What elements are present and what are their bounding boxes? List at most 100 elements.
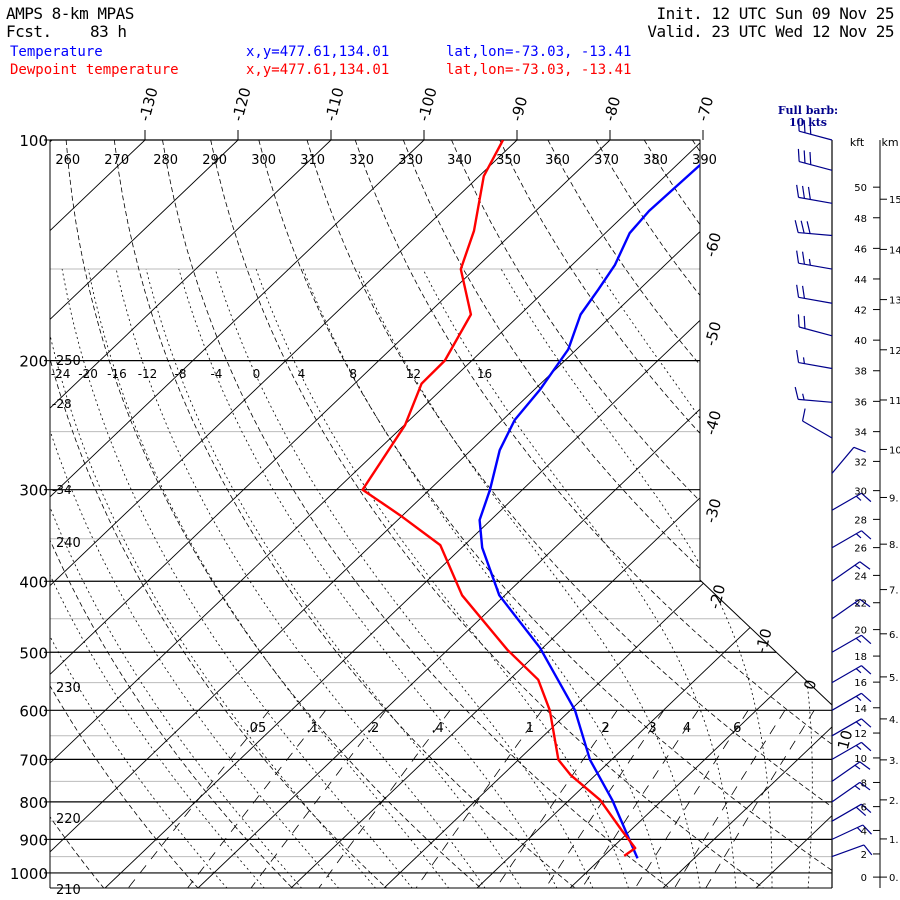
moist-adiabat-label: -16 — [107, 367, 127, 381]
dry-adiabat-label: 350 — [496, 153, 521, 168]
dry-adiabat-label: 380 — [643, 153, 668, 168]
barb-flag — [800, 220, 805, 234]
moist-adiabat-label: -24 — [51, 367, 71, 381]
kft-label: 32 — [854, 457, 867, 468]
isotherm — [50, 140, 704, 888]
wind-barb — [831, 530, 872, 549]
barb-flag — [796, 250, 800, 264]
isotherm-top-label: -70 — [693, 95, 717, 123]
wind-barb — [796, 184, 833, 204]
dry-adiabat-left-label: 220 — [56, 812, 81, 827]
isotherm-side-label: -30 — [701, 497, 725, 525]
barb-flag — [801, 185, 806, 199]
barb-staff — [831, 824, 864, 840]
moist-adiabat-side-label: -34 — [52, 483, 72, 497]
barb-staff — [802, 420, 833, 439]
dry-adiabat — [740, 140, 832, 888]
km-label: 13. — [889, 296, 900, 307]
barb-flag — [797, 314, 800, 328]
barb-flag — [855, 806, 867, 817]
barb-flag — [794, 386, 799, 400]
barb-flag — [801, 408, 806, 422]
pressure-label: 600 — [19, 702, 48, 720]
barb-flag — [854, 764, 861, 770]
dry-adiabat-label: 300 — [251, 153, 276, 168]
isotherm — [104, 140, 832, 888]
wind-barb — [831, 803, 872, 822]
dry-adiabat-label: 270 — [104, 153, 129, 168]
barb-staff — [799, 326, 833, 337]
dry-adiabat-label: 370 — [594, 153, 619, 168]
dry-adiabat — [0, 140, 10, 888]
dry-adiabat — [306, 140, 832, 888]
isotherm — [569, 140, 832, 888]
barb-staff — [831, 803, 862, 822]
dry-adiabat — [788, 140, 832, 888]
kft-label: 4 — [861, 826, 867, 837]
barb-staff — [798, 296, 833, 304]
moist-adiabat — [500, 268, 773, 888]
dewpoint-line — [361, 140, 637, 857]
barb-staff — [831, 844, 865, 858]
barb-flag — [855, 744, 862, 751]
moist-adiabat — [178, 268, 558, 888]
isotherm — [476, 140, 832, 888]
moist-adiabat-label: -8 — [174, 367, 186, 381]
mixing-ratio-label: 3 — [648, 721, 656, 736]
km-label: 9. — [889, 493, 899, 504]
isotherm — [662, 140, 832, 888]
barb-flag — [861, 530, 872, 540]
dry-adiabat — [210, 140, 765, 888]
wind-barb — [831, 824, 872, 840]
barb-flag — [797, 118, 800, 132]
km-label: 5. — [889, 673, 899, 684]
isotherm-top-label: -110 — [321, 85, 347, 123]
barb-flag — [859, 781, 871, 791]
pressure-label: 300 — [19, 482, 48, 500]
moist-adiabat — [357, 268, 701, 888]
dry-adiabat — [547, 140, 832, 888]
kft-label: 30 — [854, 487, 867, 498]
wind-barb — [794, 386, 833, 403]
km-label: 8. — [889, 540, 899, 551]
mixing-ratio-line — [705, 710, 815, 888]
pressure-label: 100 — [19, 132, 48, 150]
dry-adiabat — [113, 140, 576, 888]
wind-barb — [831, 692, 872, 711]
kft-label: 24 — [854, 571, 867, 582]
dry-adiabat-label: 280 — [153, 153, 178, 168]
dry-adiabat — [162, 140, 671, 888]
kft-label: 38 — [854, 367, 867, 378]
mixing-ratio-label: .1 — [306, 721, 318, 736]
legend-temperature-xy: x,y=477.61,134.01 — [246, 44, 390, 60]
kft-label: 44 — [854, 275, 867, 286]
dry-adiabat-label: 340 — [447, 153, 472, 168]
dry-adiabat — [354, 140, 832, 888]
forecast-hour: 83 h — [90, 22, 127, 41]
barb-flag — [801, 251, 806, 265]
wind-barb — [831, 665, 872, 684]
dry-adiabat — [258, 140, 832, 888]
isotherm-top-label: -80 — [600, 95, 624, 123]
mixing-ratio-line — [495, 710, 618, 888]
barb-flag — [803, 315, 806, 329]
isotherm-side-label: -50 — [701, 320, 725, 348]
wind-barb — [796, 349, 833, 370]
dry-adiabat — [50, 140, 105, 888]
barb-flag — [796, 184, 800, 198]
kft-label: 42 — [854, 306, 867, 317]
mixing-ratio-line — [127, 710, 270, 888]
dry-adiabat — [65, 140, 482, 888]
moist-adiabat-label: 4 — [298, 367, 306, 381]
model-title: AMPS 8-km MPAS — [6, 4, 134, 23]
moist-adiabat-label: 0 — [253, 367, 261, 381]
kft-label: 6 — [861, 803, 867, 814]
barb-flag — [854, 785, 861, 791]
isotherm — [50, 140, 146, 888]
mixing-ratio-line — [318, 710, 451, 888]
isotherm-top-label: -130 — [135, 85, 161, 123]
kft-label: 46 — [854, 244, 867, 255]
mixing-ratio-label: .4 — [431, 721, 443, 736]
kft-label: 40 — [854, 336, 867, 347]
moist-adiabat — [50, 269, 377, 888]
